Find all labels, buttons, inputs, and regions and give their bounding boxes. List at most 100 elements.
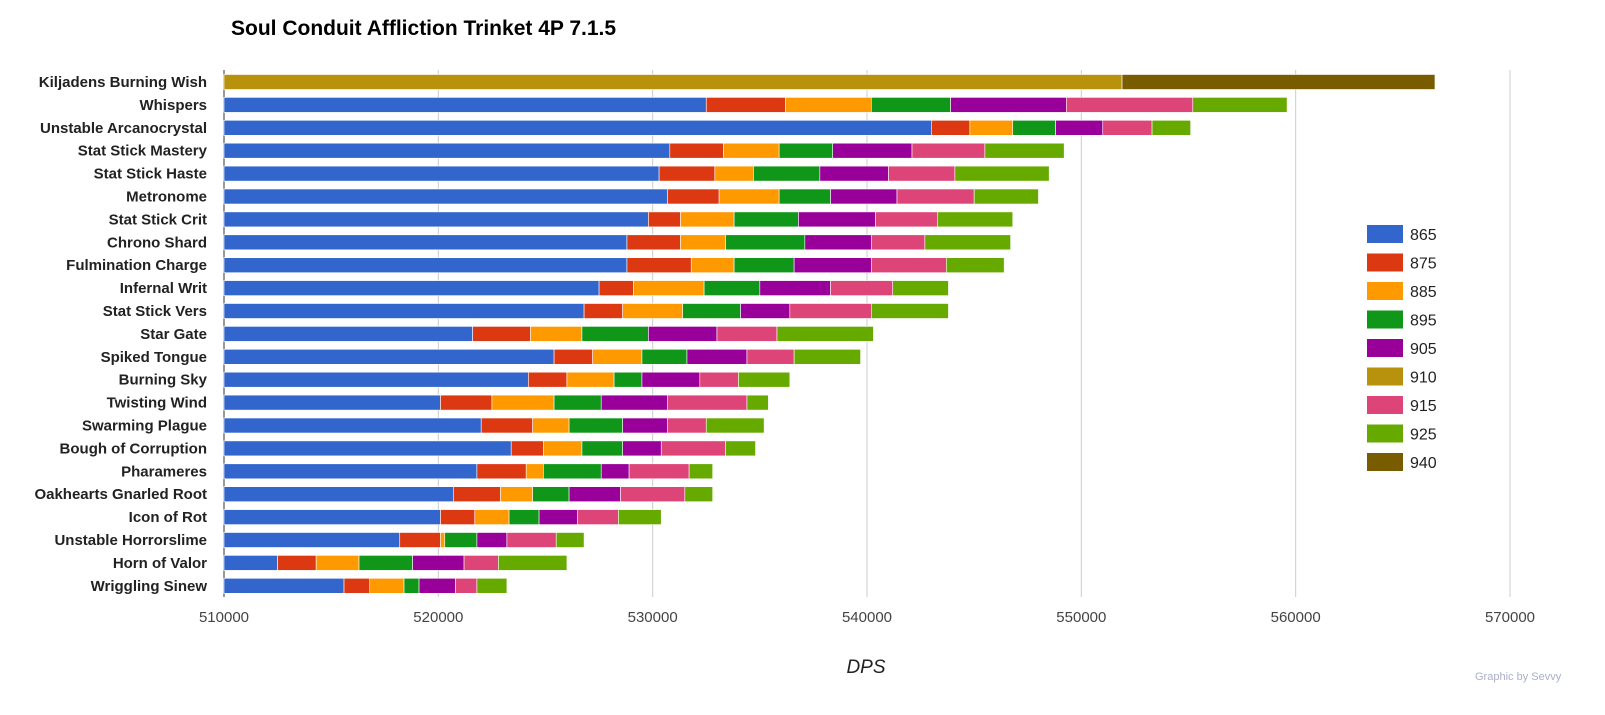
bar-segment[interactable] — [474, 509, 510, 525]
bar-segment[interactable] — [476, 532, 508, 548]
bar-segment[interactable] — [506, 532, 557, 548]
bar-segment[interactable] — [223, 440, 512, 457]
bar-segment[interactable] — [568, 486, 621, 503]
bar-segment[interactable] — [223, 555, 278, 571]
bar-segment[interactable] — [680, 234, 726, 251]
bar-segment[interactable] — [500, 486, 533, 503]
bar-segment[interactable] — [498, 555, 568, 571]
bar-segment[interactable] — [1121, 74, 1436, 90]
bar-segment[interactable] — [778, 142, 834, 159]
bar-segment[interactable] — [626, 257, 692, 274]
bar-segment[interactable] — [723, 142, 780, 159]
bar-segment[interactable] — [725, 234, 806, 251]
bar-segment[interactable] — [628, 463, 690, 480]
bar-segment[interactable] — [543, 463, 602, 480]
bar-segment[interactable] — [418, 577, 456, 594]
bar-segment[interactable] — [223, 188, 668, 205]
bar-segment[interactable] — [924, 234, 1011, 251]
bar-segment[interactable] — [476, 577, 508, 594]
bar-segment[interactable] — [223, 509, 441, 525]
bar-segment[interactable] — [789, 303, 872, 319]
bar-segment[interactable] — [870, 234, 926, 251]
bar-segment[interactable] — [667, 417, 707, 434]
bar-segment[interactable] — [223, 326, 473, 342]
bar-segment[interactable] — [633, 280, 705, 296]
bar-segment[interactable] — [911, 142, 986, 159]
bar-segment[interactable] — [804, 234, 872, 251]
bar-segment[interactable] — [553, 348, 593, 365]
bar-segment[interactable] — [223, 371, 529, 388]
bar-segment[interactable] — [1012, 120, 1056, 136]
bar-segment[interactable] — [440, 532, 446, 548]
bar-segment[interactable] — [568, 417, 623, 434]
bar-segment[interactable] — [622, 440, 662, 457]
bar-segment[interactable] — [680, 211, 735, 228]
bar-segment[interactable] — [566, 371, 615, 388]
bar-segment[interactable] — [973, 188, 1039, 205]
bar-segment[interactable] — [984, 142, 1065, 159]
bar-segment[interactable] — [440, 509, 476, 525]
bar-segment[interactable] — [1151, 120, 1191, 136]
bar-segment[interactable] — [223, 165, 660, 182]
bar-segment[interactable] — [688, 463, 713, 480]
bar-segment[interactable] — [543, 440, 583, 457]
bar-segment[interactable] — [343, 577, 371, 594]
bar-segment[interactable] — [870, 303, 949, 319]
bar-segment[interactable] — [832, 142, 913, 159]
bar-segment[interactable] — [793, 348, 861, 365]
bar-segment[interactable] — [819, 165, 889, 182]
bar-segment[interactable] — [830, 280, 894, 296]
bar-segment[interactable] — [455, 577, 478, 594]
bar-segment[interactable] — [223, 463, 478, 480]
bar-segment[interactable] — [463, 555, 499, 571]
bar-segment[interactable] — [369, 577, 405, 594]
bar-segment[interactable] — [830, 188, 898, 205]
bar-segment[interactable] — [686, 348, 748, 365]
bar-segment[interactable] — [738, 371, 791, 388]
bar-segment[interactable] — [223, 257, 628, 274]
bar-segment[interactable] — [491, 394, 555, 411]
bar-segment[interactable] — [403, 577, 420, 594]
bar-segment[interactable] — [532, 486, 570, 503]
bar-segment[interactable] — [480, 417, 533, 434]
bar-segment[interactable] — [223, 486, 454, 503]
bar-segment[interactable] — [648, 326, 718, 342]
bar-segment[interactable] — [660, 440, 726, 457]
bar-segment[interactable] — [648, 211, 681, 228]
bar-segment[interactable] — [358, 555, 413, 571]
bar-segment[interactable] — [725, 440, 756, 457]
bar-segment[interactable] — [1055, 120, 1104, 136]
bar-segment[interactable] — [870, 97, 951, 113]
bar-segment[interactable] — [453, 486, 501, 503]
bar-segment[interactable] — [733, 257, 795, 274]
bar-segment[interactable] — [223, 142, 671, 159]
bar-segment[interactable] — [553, 394, 602, 411]
bar-segment[interactable] — [733, 211, 799, 228]
bar-segment[interactable] — [315, 555, 360, 571]
bar-segment[interactable] — [785, 97, 872, 113]
bar-segment[interactable] — [682, 303, 741, 319]
bar-segment[interactable] — [508, 509, 540, 525]
bar-segment[interactable] — [476, 463, 527, 480]
bar-segment[interactable] — [753, 165, 821, 182]
bar-segment[interactable] — [1066, 97, 1194, 113]
bar-segment[interactable] — [440, 394, 493, 411]
bar-segment[interactable] — [525, 463, 544, 480]
bar-segment[interactable] — [223, 234, 628, 251]
bar-segment[interactable] — [444, 532, 478, 548]
bar-segment[interactable] — [658, 165, 716, 182]
bar-segment[interactable] — [223, 532, 401, 548]
bar-segment[interactable] — [223, 394, 441, 411]
bar-segment[interactable] — [690, 257, 735, 274]
bar-segment[interactable] — [277, 555, 317, 571]
bar-segment[interactable] — [969, 120, 1014, 136]
bar-segment[interactable] — [705, 417, 765, 434]
bar-segment[interactable] — [600, 463, 630, 480]
bar-segment[interactable] — [759, 280, 831, 296]
bar-segment[interactable] — [223, 417, 482, 434]
bar-segment[interactable] — [746, 348, 795, 365]
bar-segment[interactable] — [716, 326, 778, 342]
bar-segment[interactable] — [888, 165, 956, 182]
bar-segment[interactable] — [538, 509, 578, 525]
bar-segment[interactable] — [223, 303, 585, 319]
